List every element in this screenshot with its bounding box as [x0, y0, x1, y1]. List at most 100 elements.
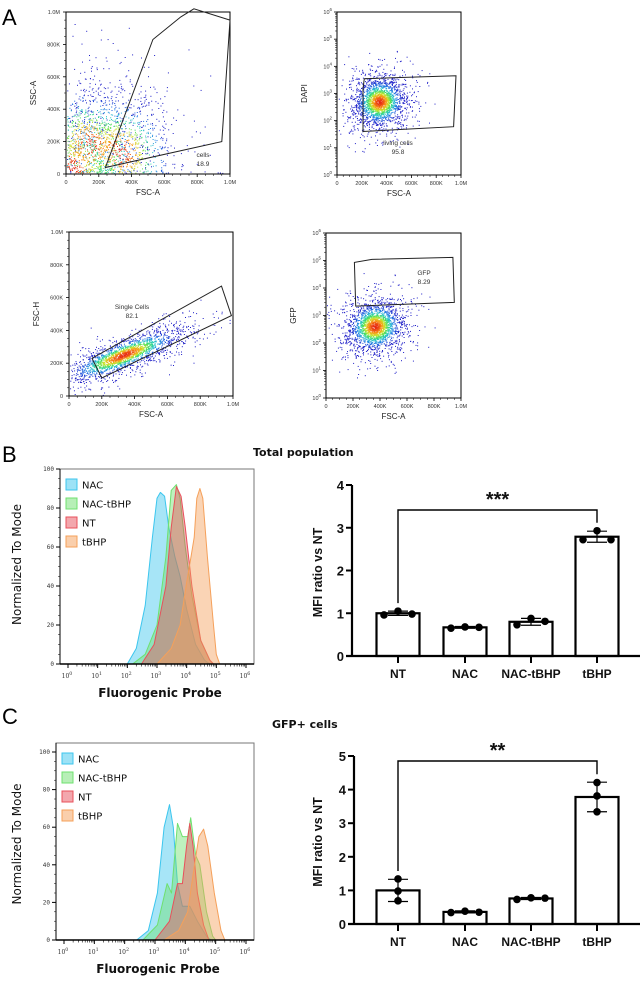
- event-dot: [156, 92, 158, 94]
- event-dot: [124, 111, 126, 113]
- event-dot: [370, 78, 372, 80]
- event-dot: [379, 81, 381, 82]
- event-dot: [166, 353, 167, 355]
- event-dot: [68, 137, 70, 139]
- event-dot: [157, 149, 159, 151]
- event-dot: [139, 361, 141, 363]
- event-dot: [401, 124, 403, 126]
- event-dot: [134, 147, 135, 149]
- event-dot: [83, 171, 85, 173]
- event-dot: [340, 133, 342, 135]
- event-dot: [107, 137, 109, 139]
- event-dot: [111, 354, 113, 356]
- event-dot: [383, 92, 385, 94]
- event-dot: [68, 141, 70, 143]
- event-dot: [371, 95, 373, 96]
- event-dot: [128, 156, 130, 158]
- event-dot: [371, 100, 373, 102]
- flow-dots: [338, 50, 436, 153]
- event-dot: [82, 158, 84, 160]
- event-dot: [143, 349, 144, 351]
- event-dot: [356, 68, 358, 70]
- event-dot: [408, 112, 410, 114]
- event-dot: [356, 90, 358, 92]
- event-dot: [84, 142, 86, 143]
- event-dot: [407, 143, 409, 145]
- event-dot: [394, 73, 396, 75]
- event-dot: [393, 100, 395, 102]
- event-dot: [378, 95, 379, 97]
- event-dot: [390, 120, 392, 122]
- event-dot: [121, 137, 123, 139]
- event-dot: [356, 104, 358, 106]
- event-dot: [97, 130, 99, 132]
- event-dot: [359, 89, 361, 91]
- event-dot: [68, 125, 69, 127]
- event-dot: [386, 73, 388, 75]
- event-dot: [72, 160, 73, 162]
- event-dot: [96, 137, 98, 139]
- event-dot: [67, 129, 69, 131]
- event-dot: [146, 363, 148, 365]
- event-dot: [366, 82, 367, 84]
- event-dot: [100, 165, 102, 166]
- event-dot: [144, 100, 146, 102]
- event-dot: [396, 78, 398, 80]
- event-dot: [145, 164, 147, 166]
- event-dot: [196, 333, 198, 335]
- event-dot: [161, 167, 163, 169]
- event-dot: [399, 89, 401, 91]
- event-dot: [81, 43, 83, 45]
- event-dot: [112, 160, 114, 162]
- event-dot: [408, 104, 410, 106]
- event-dot: [89, 131, 90, 133]
- event-dot: [136, 170, 138, 172]
- event-dot: [69, 107, 71, 109]
- event-dot: [374, 122, 376, 124]
- event-dot: [361, 120, 363, 122]
- event-dot: [374, 71, 376, 73]
- event-dot: [367, 105, 368, 107]
- event-dot: [74, 105, 76, 107]
- event-dot: [92, 120, 94, 122]
- event-dot: [99, 357, 101, 358]
- event-dot: [386, 109, 388, 111]
- event-dot: [122, 172, 123, 174]
- event-dot: [361, 113, 363, 115]
- event-dot: [96, 123, 98, 125]
- event-dot: [373, 120, 375, 122]
- event-dot: [161, 162, 163, 163]
- event-dot: [101, 122, 103, 124]
- event-dot: [372, 110, 374, 112]
- event-dot: [124, 348, 126, 350]
- event-dot: [134, 137, 136, 139]
- event-dot: [186, 335, 188, 337]
- event-dot: [352, 75, 354, 77]
- event-dot: [374, 91, 376, 93]
- event-dot: [132, 54, 134, 56]
- event-dot: [100, 171, 101, 173]
- event-dot: [110, 157, 112, 159]
- event-dot: [82, 120, 84, 122]
- event-dot: [74, 363, 76, 365]
- event-dot: [366, 81, 368, 83]
- event-dot: [383, 101, 385, 103]
- event-dot: [174, 147, 175, 149]
- event-dot: [123, 364, 125, 366]
- event-dot: [100, 171, 102, 173]
- event-dot: [376, 101, 378, 103]
- event-dot: [356, 85, 357, 87]
- event-dot: [221, 327, 222, 329]
- event-dot: [377, 117, 379, 119]
- event-dot: [106, 364, 108, 366]
- event-dot: [80, 130, 82, 132]
- event-dot: [146, 104, 148, 106]
- event-dot: [106, 119, 108, 121]
- event-dot: [386, 130, 388, 132]
- event-dot: [386, 85, 387, 87]
- event-dot: [142, 347, 144, 349]
- event-dot: [112, 347, 113, 349]
- event-dot: [381, 82, 383, 84]
- event-dot: [387, 86, 389, 88]
- event-dot: [399, 98, 401, 100]
